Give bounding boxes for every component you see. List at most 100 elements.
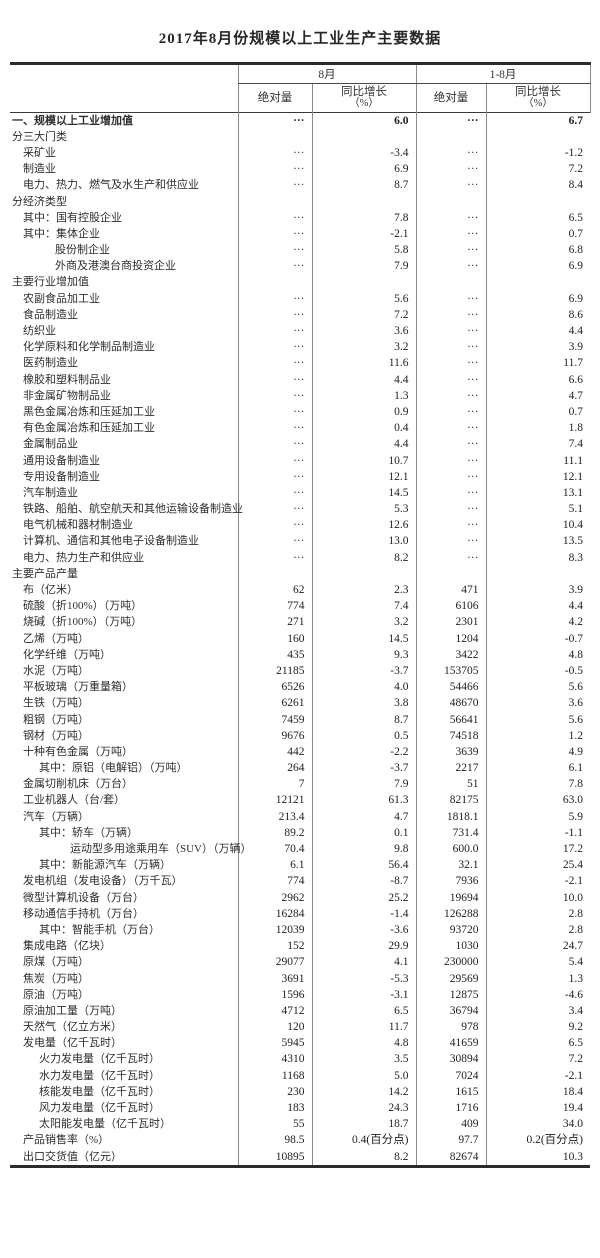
table-row: 橡胶和塑料制品业 ··· 4.4 ··· 6.6	[10, 372, 590, 389]
cell-cumulative-absolute: ···	[415, 452, 486, 470]
table-row: 纺织业 ··· 3.6 ··· 4.4	[10, 323, 590, 340]
cell-august-yoy: -2.2	[311, 744, 416, 761]
cell-cumulative-absolute: ···	[415, 372, 486, 389]
header-yoy-unit: （%）	[523, 98, 553, 109]
row-label: 原煤（万吨）	[23, 956, 89, 969]
cell-cumulative-yoy	[485, 129, 590, 146]
table-row: 工业机器人（台/套） 12121 61.3 82175 63.0	[10, 792, 590, 810]
cell-august-yoy: 2.3	[311, 582, 416, 599]
cell-august-absolute: 230	[237, 1084, 312, 1101]
cell-august-absolute: 7459	[237, 711, 312, 729]
cell-august-absolute: ···	[237, 291, 312, 308]
cell-cumulative-absolute: 230000	[415, 954, 486, 971]
cell-august-yoy: 25.2	[311, 890, 416, 907]
table-row: 黑色金属冶炼和压延加工业 ··· 0.9 ··· 0.7	[10, 404, 590, 421]
cell-cumulative-yoy: 13.5	[485, 533, 590, 551]
cell-cumulative-absolute	[415, 566, 486, 583]
table-row: 医药制造业 ··· 11.6 ··· 11.7	[10, 355, 590, 372]
cell-august-yoy: 0.4	[311, 420, 416, 437]
cell-august-yoy: 0.9	[311, 404, 416, 421]
cell-cumulative-yoy: 5.6	[485, 679, 590, 696]
cell-cumulative-yoy: 6.9	[485, 291, 590, 308]
cell-cumulative-yoy: 4.8	[485, 647, 590, 664]
row-label: 布（亿米）	[23, 584, 78, 597]
table-row: 农副食品加工业 ··· 5.6 ··· 6.9	[10, 291, 590, 308]
row-label: 水力发电量（亿千瓦时）	[39, 1069, 160, 1082]
table-row: 出口交货值（亿元） 10895 8.2 82674 10.3	[10, 1149, 590, 1167]
cell-august-yoy	[311, 193, 416, 211]
table-row: 其中：国有控股企业 ··· 7.8 ··· 6.5	[10, 210, 590, 227]
cell-cumulative-yoy: 0.2(百分点)	[485, 1132, 590, 1149]
cell-august-yoy: 7.8	[311, 210, 416, 227]
cell-august-yoy: 4.8	[311, 1035, 416, 1052]
cell-august-absolute: 70.4	[237, 841, 312, 858]
cell-august-absolute: 120	[237, 1019, 312, 1036]
cell-august-absolute: ···	[237, 501, 312, 518]
cell-august-absolute: 774	[237, 598, 312, 615]
row-label: 其中：智能手机（万台）	[39, 923, 160, 936]
cell-august-absolute: 4310	[237, 1051, 312, 1069]
cell-cumulative-absolute: 32.1	[415, 857, 486, 874]
row-label: 太阳能发电量（亿千瓦时）	[39, 1118, 171, 1131]
cell-cumulative-absolute: 2301	[415, 614, 486, 631]
cell-august-absolute: 6526	[237, 679, 312, 696]
table-row: 汽车制造业 ··· 14.5 ··· 13.1	[10, 485, 590, 502]
cell-cumulative-absolute: ···	[415, 112, 486, 130]
cell-august-absolute: 9676	[237, 728, 312, 745]
row-label: 硫酸（折100%）（万吨）	[23, 600, 143, 613]
cell-august-yoy: -1.4	[311, 906, 416, 923]
cell-cumulative-yoy: 12.1	[485, 469, 590, 486]
header-cumulative-yoy: 同比增长 （%）	[485, 83, 591, 113]
cell-august-absolute: ···	[237, 226, 312, 243]
row-label: 原油（万吨）	[23, 988, 89, 1001]
row-label: 水泥（万吨）	[23, 664, 89, 677]
cell-cumulative-absolute: 1818.1	[415, 809, 486, 826]
row-label: 集成电路（亿块）	[23, 940, 111, 953]
cell-august-absolute: 183	[237, 1100, 312, 1117]
cell-august-absolute: 6.1	[237, 857, 312, 874]
cell-august-yoy: 3.2	[311, 614, 416, 631]
header-august-absolute: 绝对量	[237, 83, 312, 113]
cell-cumulative-yoy: 19.4	[485, 1100, 590, 1117]
cell-august-yoy: 5.8	[311, 242, 416, 259]
row-label: 发电机组（发电设备）（万千瓦）	[23, 875, 183, 888]
cell-august-yoy: 9.8	[311, 841, 416, 858]
cell-august-absolute: 7	[237, 776, 312, 793]
table-row: 水力发电量（亿千瓦时） 1168 5.0 7024 -2.1	[10, 1068, 590, 1085]
section-row: 分三大门类	[10, 129, 590, 146]
cell-cumulative-absolute: 3422	[415, 647, 486, 664]
cell-cumulative-absolute: ···	[415, 258, 486, 275]
cell-august-absolute: 160	[237, 631, 312, 648]
cell-august-absolute: 2962	[237, 890, 312, 907]
table-row: 外商及港澳台商投资企业 ··· 7.9 ··· 6.9	[10, 258, 590, 275]
cell-cumulative-absolute: ···	[415, 177, 486, 194]
cell-cumulative-yoy: 5.6	[485, 711, 590, 729]
cell-cumulative-yoy: 8.4	[485, 177, 590, 194]
table-row: 发电机组（发电设备）（万千瓦） 774 -8.7 7936 -2.1	[10, 873, 590, 890]
cell-cumulative-absolute: ···	[415, 291, 486, 308]
cell-august-absolute: ···	[237, 388, 312, 405]
row-label: 汽车（万辆）	[23, 810, 89, 823]
cell-cumulative-yoy	[485, 566, 590, 583]
cell-august-yoy: 6.5	[311, 1003, 416, 1020]
cell-cumulative-absolute: 7024	[415, 1068, 486, 1085]
cell-cumulative-yoy: 24.7	[485, 938, 590, 955]
cell-cumulative-absolute: 2217	[415, 760, 486, 777]
cell-august-absolute: ···	[237, 339, 312, 356]
cell-august-yoy: 56.4	[311, 857, 416, 874]
cell-august-yoy: 12.1	[311, 469, 416, 486]
cell-august-yoy: 0.4(百分点)	[311, 1132, 416, 1149]
cell-august-yoy: 4.0	[311, 679, 416, 696]
row-label: 电力、热力、燃气及水生产和供应业	[23, 179, 199, 192]
cell-cumulative-absolute: 36794	[415, 1003, 486, 1020]
cell-cumulative-yoy: 10.0	[485, 890, 590, 907]
cell-august-yoy	[311, 129, 416, 146]
cell-august-yoy: 0.1	[311, 825, 416, 842]
row-label: 出口交货值（亿元）	[23, 1150, 122, 1163]
cell-august-yoy: 12.6	[311, 517, 416, 534]
cell-august-yoy: 6.9	[311, 161, 416, 178]
cell-cumulative-yoy: 6.1	[485, 760, 590, 777]
cell-cumulative-absolute: ···	[415, 145, 486, 162]
cell-august-absolute: ···	[237, 372, 312, 389]
section-row: 主要行业增加值	[10, 274, 590, 292]
